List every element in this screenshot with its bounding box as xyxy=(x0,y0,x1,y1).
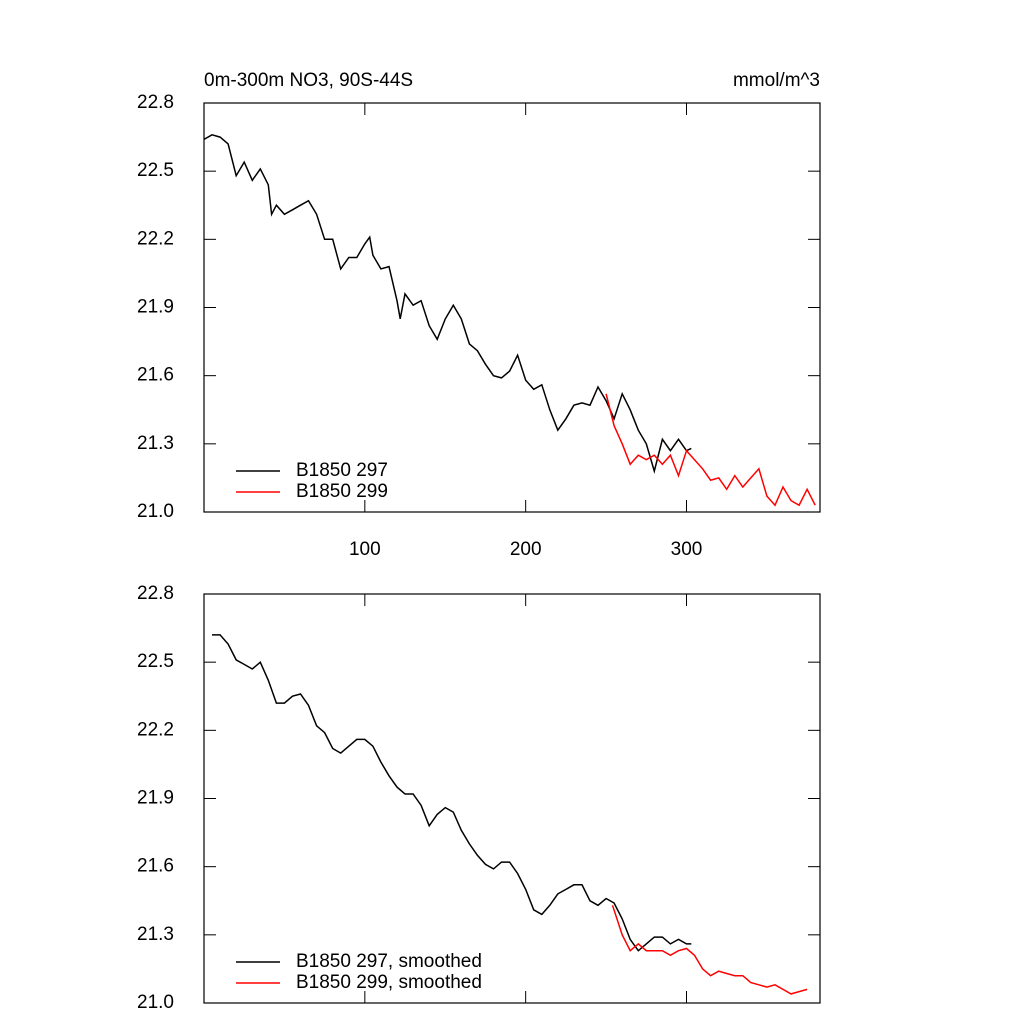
y-tick-label: 22.8 xyxy=(137,583,174,604)
y-tick-label: 22.5 xyxy=(137,160,174,181)
y-tick-label: 21.0 xyxy=(137,992,174,1013)
y-tick-label: 21.9 xyxy=(137,297,174,318)
legend-label: B1850 297, smoothed xyxy=(296,951,482,972)
y-tick-label: 22.5 xyxy=(137,651,174,672)
units-label: mmol/m^3 xyxy=(733,70,820,91)
y-tick-label: 21.3 xyxy=(137,433,174,454)
y-tick-label: 22.8 xyxy=(137,92,174,113)
y-tick-label: 21.6 xyxy=(137,365,174,386)
series-line xyxy=(212,634,692,952)
legend-label: B1850 297 xyxy=(296,460,388,481)
x-tick-label: 100 xyxy=(349,539,381,560)
y-tick-label: 22.2 xyxy=(137,719,174,740)
legend-label: B1850 299, smoothed xyxy=(296,972,482,993)
plot-frame xyxy=(203,593,821,1004)
y-tick-label: 21.0 xyxy=(137,501,174,522)
y-tick-label: 21.9 xyxy=(137,788,174,809)
x-tick-label: 200 xyxy=(510,539,542,560)
series-line xyxy=(203,133,692,474)
series-line xyxy=(605,393,816,507)
y-tick-label: 21.3 xyxy=(137,924,174,945)
x-tick-label: 300 xyxy=(671,539,703,560)
y-tick-label: 22.2 xyxy=(137,228,174,249)
y-tick-label: 21.6 xyxy=(137,856,174,877)
chart-title: 0m-300m NO3, 90S-44S xyxy=(204,70,413,91)
legend-label: B1850 299 xyxy=(296,481,388,502)
series-line xyxy=(611,905,808,995)
plot-frame xyxy=(203,102,821,513)
